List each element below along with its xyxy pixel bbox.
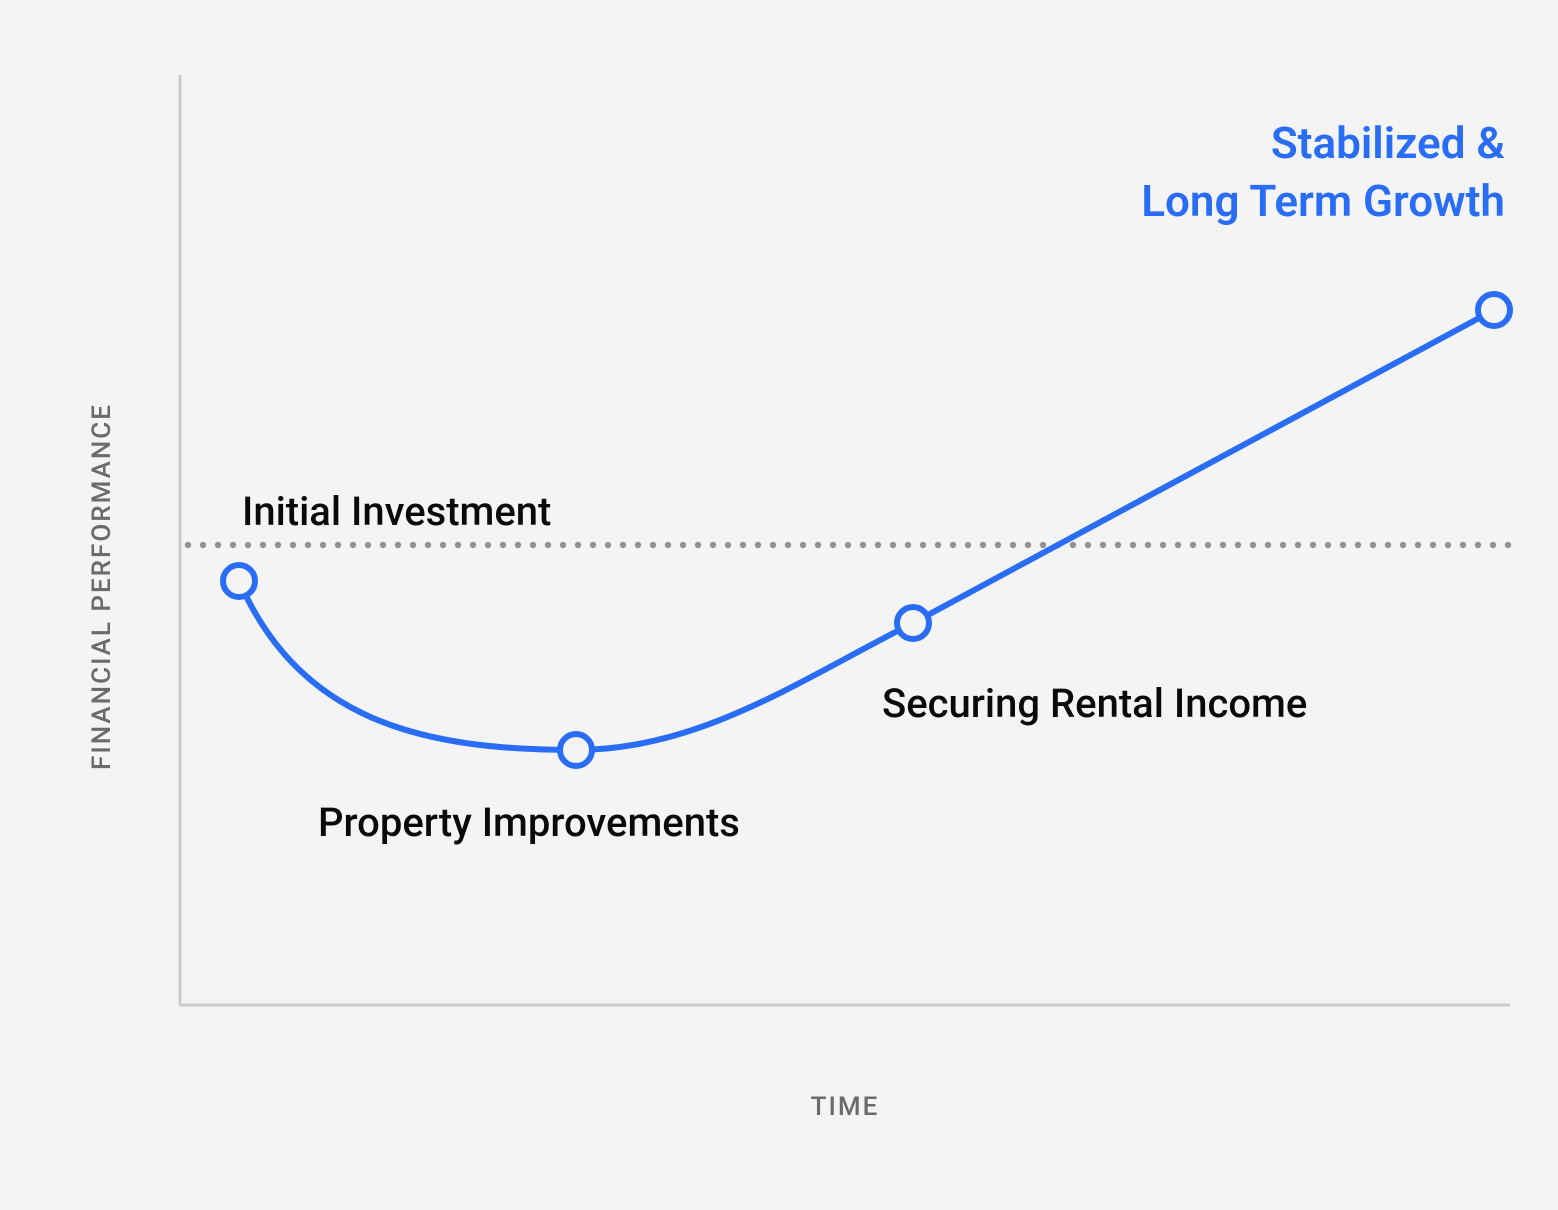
curve-marker [897, 607, 929, 639]
curve-marker [560, 734, 592, 766]
curve-marker [223, 565, 255, 597]
y-axis-label: FINANCIAL PERFORMANCE [87, 403, 117, 770]
annotation-securing-rental-income: Securing Rental Income [882, 680, 1307, 727]
baseline-dotted [185, 542, 1511, 548]
annotation-property-improvements: Property Improvements [318, 799, 740, 846]
annotation-initial-investment: Initial Investment [242, 488, 551, 535]
chart-container: Initial Investment Property Improvements S… [0, 0, 1558, 1210]
j-curve-chart: Initial Investment Property Improvements S… [0, 0, 1558, 1210]
curve-marker [1478, 294, 1510, 326]
x-axis-label: TIME [811, 1092, 880, 1122]
